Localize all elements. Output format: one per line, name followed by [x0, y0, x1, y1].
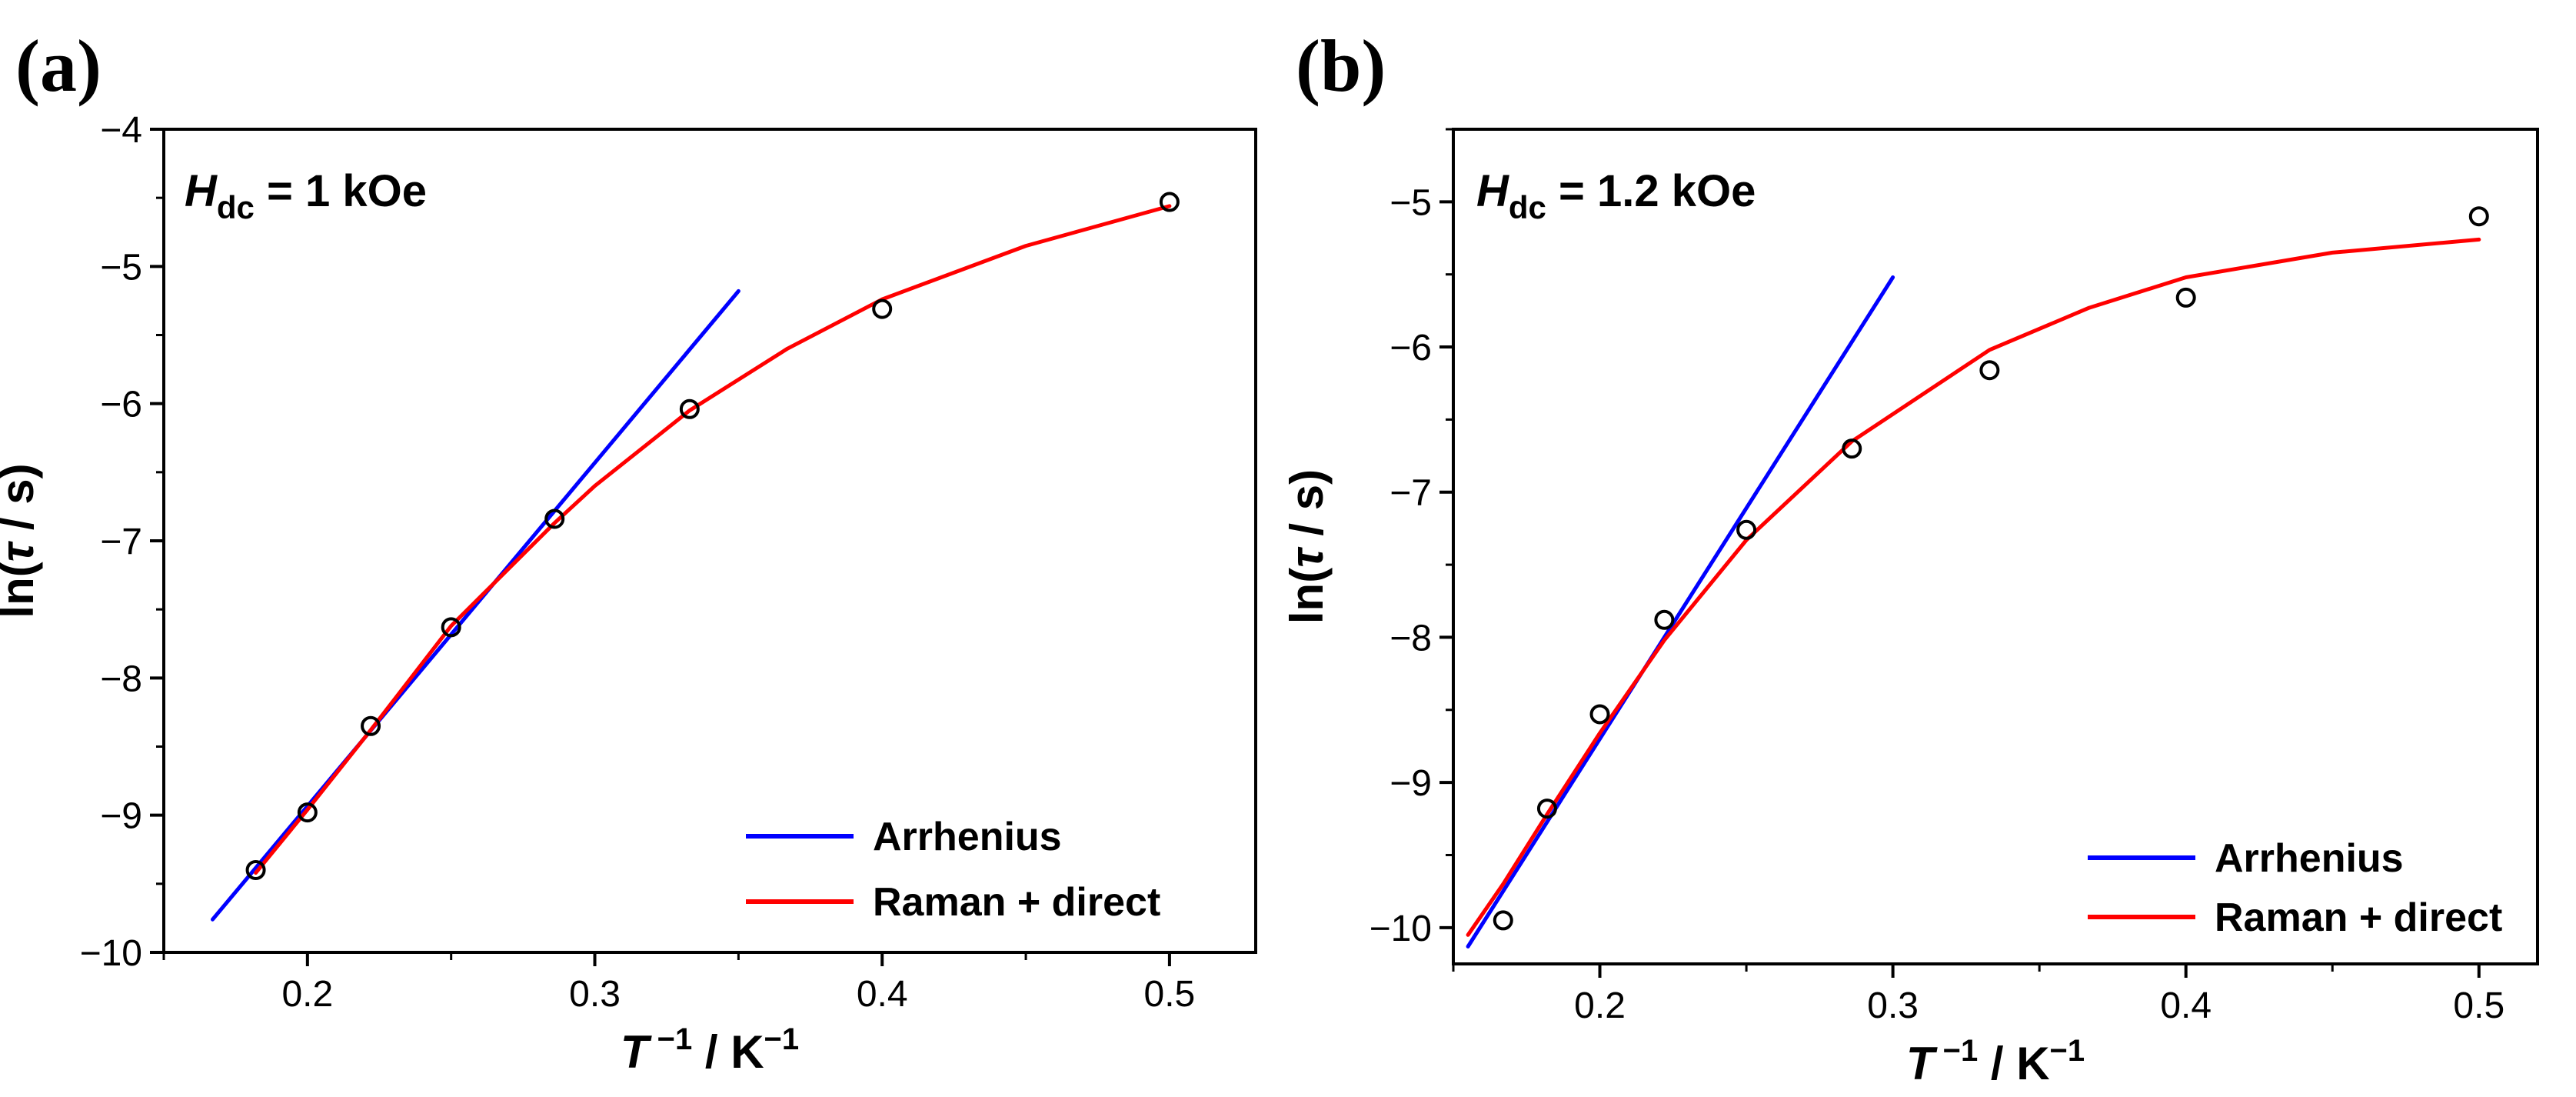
- y-tick-label: −5: [100, 247, 142, 288]
- field-annotation-subscript: dc: [1509, 189, 1546, 225]
- series-line-raman-direct: [1466, 237, 2481, 937]
- series-line-raman-direct: [254, 204, 1172, 875]
- x-axis-title-sup: −1: [1934, 1034, 1978, 1068]
- y-tick-label: −4: [100, 110, 142, 151]
- data-point: [297, 802, 318, 823]
- legend-label: Arrhenius: [2215, 836, 2404, 881]
- y-tick-label: −10: [80, 933, 142, 974]
- x-tick-label: 0.3: [569, 974, 621, 1015]
- data-point: [441, 617, 461, 638]
- series-line-arrhenius: [211, 288, 741, 922]
- data-point: [1842, 438, 1862, 459]
- x-tick-label: 0.2: [281, 974, 333, 1015]
- y-axis-title-prefix: ln(: [1281, 568, 1333, 624]
- data-point: [1979, 360, 2000, 381]
- data-point: [1493, 910, 1513, 931]
- data-point: [1589, 704, 1610, 725]
- y-tick-label: −6: [1390, 328, 1432, 368]
- y-axis-title: ln(τ / s): [1281, 469, 1333, 624]
- data-point: [2468, 206, 2489, 227]
- plot-frame: [1452, 128, 2539, 965]
- y-tick-label: −8: [100, 659, 142, 699]
- chart-panel-b: (b) 0.2 0.3 0.4 0.5 −10 −9 −8 −7 −6 −5 T −1 / K−1 ln…: [1281, 25, 2539, 1089]
- data-point: [872, 298, 893, 319]
- x-axis-title: T −1 / K−1: [621, 1022, 799, 1078]
- x-axis-title-sup: −1: [764, 1022, 800, 1056]
- chart-panel-a: (a) 0.2 0.3 0.4 0.5 −10 −9 −8 −7 −6 −5 −4 T −1 / K−1…: [0, 25, 1257, 1078]
- x-tick-label: 0.5: [2453, 985, 2504, 1026]
- y-axis-title-symbol: τ: [0, 540, 43, 562]
- series-line-arrhenius: [1466, 275, 1895, 949]
- field-annotation: Hdc = 1 kOe: [185, 166, 427, 225]
- y-axis-title-prefix: ln(: [0, 562, 43, 618]
- y-tick-label: −8: [1390, 618, 1432, 659]
- data-point: [1159, 192, 1180, 212]
- y-axis-title-suffix: / s): [1281, 469, 1333, 548]
- field-annotation-value: = 1 kOe: [255, 166, 427, 216]
- x-axis-title-symbol: T: [621, 1026, 652, 1078]
- field-annotation-symbol: H: [1476, 166, 1509, 216]
- data-point: [1654, 609, 1675, 630]
- x-axis-title-unit: / K: [1978, 1038, 2049, 1089]
- y-tick-label: −7: [100, 522, 142, 562]
- x-tick-label: 0.3: [1867, 985, 1919, 1026]
- y-tick-label: −5: [1390, 182, 1432, 223]
- field-annotation-symbol: H: [185, 166, 218, 216]
- x-axis-title: T −1 / K−1: [1906, 1034, 2085, 1089]
- panel-label: (b): [1296, 25, 1386, 107]
- legend-label: Raman + direct: [873, 880, 1160, 925]
- field-annotation: Hdc = 1.2 kOe: [1476, 166, 1756, 225]
- panel-label: (a): [15, 25, 102, 107]
- x-tick-label: 0.4: [857, 974, 908, 1015]
- data-point: [679, 398, 700, 419]
- y-axis-title-suffix: / s): [0, 463, 43, 542]
- y-tick-label: −9: [100, 796, 142, 837]
- x-tick-label: 0.2: [1574, 985, 1626, 1026]
- x-tick-label: 0.4: [2160, 985, 2212, 1026]
- data-point: [2175, 287, 2196, 308]
- legend-label: Raman + direct: [2215, 895, 2502, 940]
- x-axis-title-symbol: T: [1906, 1038, 1938, 1089]
- data-point: [361, 715, 381, 736]
- x-axis-title-sup: −1: [648, 1022, 692, 1056]
- y-tick-label: −9: [1390, 763, 1432, 804]
- data-point: [544, 508, 565, 529]
- y-tick-label: −10: [1370, 909, 1432, 949]
- y-tick-label: −6: [100, 385, 142, 425]
- field-annotation-value: = 1.2 kOe: [1546, 166, 1756, 216]
- plot-frame: [162, 128, 1257, 954]
- x-axis-title-sup: −1: [2050, 1034, 2085, 1068]
- x-axis-title-unit: / K: [692, 1026, 764, 1078]
- y-axis-title-symbol: τ: [1281, 546, 1333, 568]
- data-point: [1536, 799, 1557, 819]
- y-axis-title: ln(τ / s): [0, 463, 43, 618]
- x-tick-label: 0.5: [1144, 974, 1196, 1015]
- data-point: [245, 860, 266, 880]
- data-point: [1736, 519, 1757, 540]
- legend-label: Arrhenius: [873, 815, 1062, 859]
- field-annotation-subscript: dc: [217, 189, 255, 225]
- y-tick-label: −7: [1390, 473, 1432, 514]
